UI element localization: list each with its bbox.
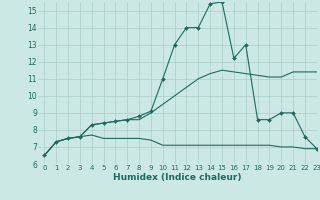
X-axis label: Humidex (Indice chaleur): Humidex (Indice chaleur) [113, 173, 242, 182]
